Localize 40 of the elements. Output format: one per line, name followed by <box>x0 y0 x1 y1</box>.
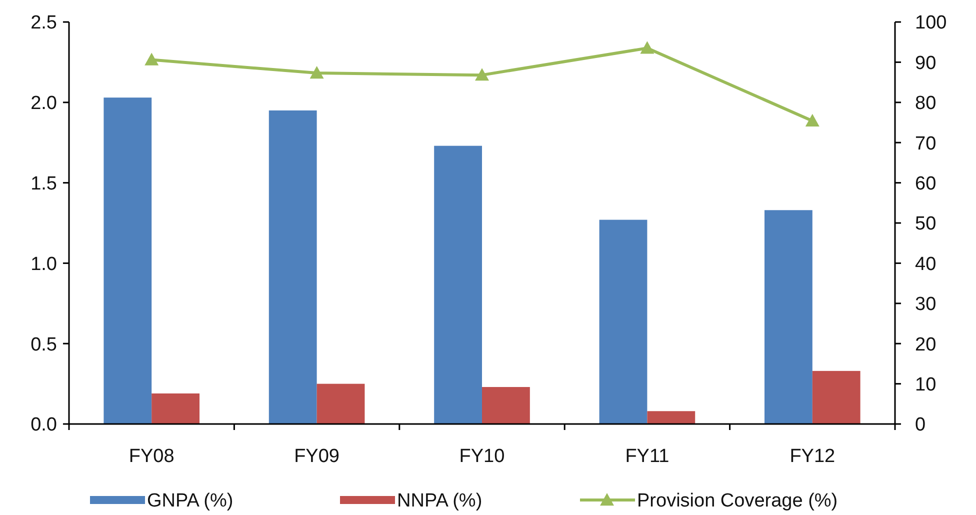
y2-tick-label: 70 <box>915 133 936 154</box>
y-tick-label: 2.5 <box>30 12 57 34</box>
x-tick-label: FY08 <box>128 446 174 467</box>
bar <box>812 370 860 424</box>
bar <box>482 387 530 424</box>
y-tick-label: 1.0 <box>30 254 57 275</box>
bar <box>434 146 482 424</box>
y2-tick-label: 10 <box>915 374 936 396</box>
bar <box>599 220 648 424</box>
point <box>310 66 324 79</box>
bar <box>104 98 152 424</box>
x-tick-label: FY11 <box>625 446 670 467</box>
y-tick-label: 0.0 <box>30 414 57 436</box>
y2-tick-label: 20 <box>915 334 936 356</box>
x-tick-label: FY12 <box>790 446 836 467</box>
legend-label: GNPA (%) <box>147 490 234 512</box>
y2-tick-label: 60 <box>915 173 936 194</box>
legend-label: NNPA (%) <box>397 490 482 512</box>
y-tick-label: 0.5 <box>30 334 57 356</box>
y2-tick-label: 80 <box>915 93 936 114</box>
bar <box>268 110 317 424</box>
point <box>475 68 489 81</box>
bar <box>152 393 200 424</box>
bar <box>764 210 812 424</box>
y2-tick-label: 40 <box>915 254 936 275</box>
legend-label: Provision Coverage (%) <box>637 490 838 512</box>
point <box>640 41 654 54</box>
point <box>805 114 820 126</box>
y2-tick-label: 50 <box>915 214 936 235</box>
y2-tick-label: 90 <box>915 52 936 74</box>
y2-tick-label: 0 <box>915 414 926 436</box>
y2-tick-label: 100 <box>915 12 947 34</box>
bar <box>316 384 365 424</box>
y2-tick-label: 30 <box>915 294 936 316</box>
x-tick-label: FY09 <box>294 446 340 467</box>
y-tick-label: 2.0 <box>30 93 57 114</box>
bar <box>647 411 696 424</box>
x-tick-label: FY10 <box>459 446 505 467</box>
point <box>144 52 159 66</box>
y-tick-label: 1.5 <box>30 173 57 194</box>
